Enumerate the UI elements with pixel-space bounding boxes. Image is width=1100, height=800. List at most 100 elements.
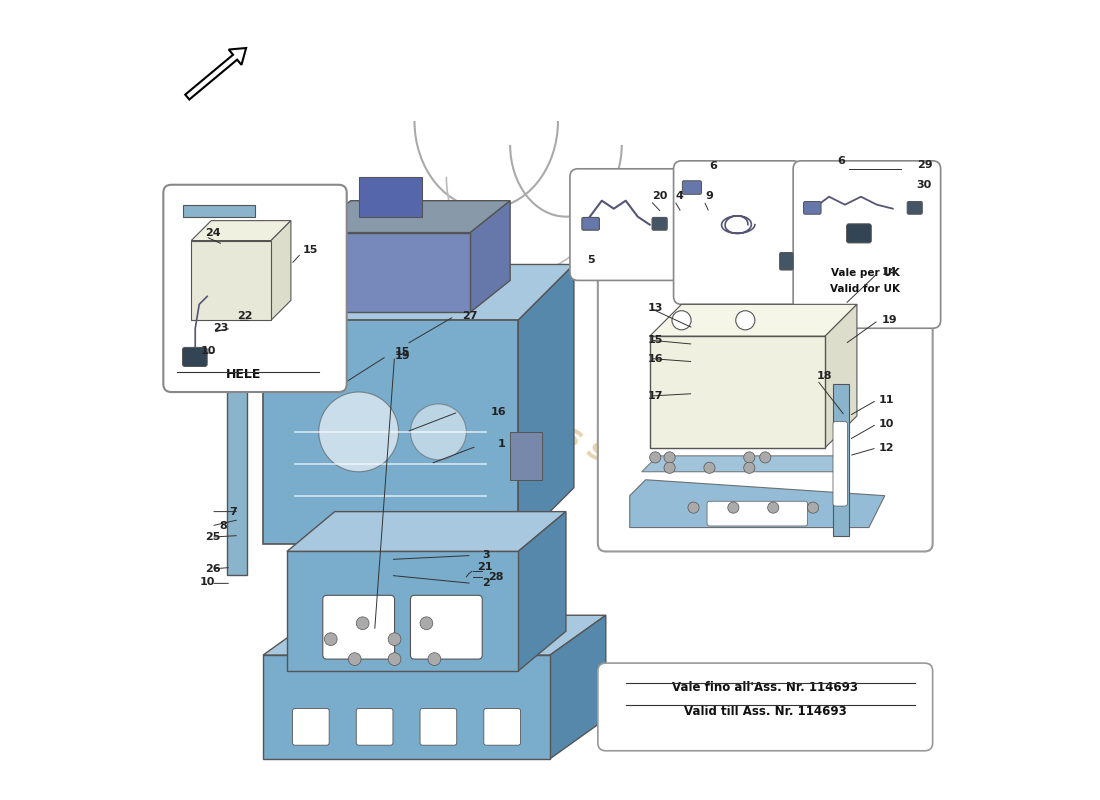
Circle shape bbox=[736, 310, 755, 330]
FancyBboxPatch shape bbox=[652, 218, 668, 230]
Circle shape bbox=[650, 452, 661, 463]
FancyBboxPatch shape bbox=[908, 202, 922, 214]
FancyBboxPatch shape bbox=[793, 161, 940, 328]
Text: 10: 10 bbox=[201, 346, 217, 355]
Polygon shape bbox=[471, 201, 510, 312]
Text: 13: 13 bbox=[647, 303, 662, 314]
Circle shape bbox=[672, 310, 691, 330]
FancyBboxPatch shape bbox=[582, 218, 600, 230]
FancyBboxPatch shape bbox=[227, 205, 346, 225]
Polygon shape bbox=[263, 615, 606, 655]
Text: Vale fino all'Ass. Nr. 114693: Vale fino all'Ass. Nr. 114693 bbox=[672, 681, 858, 694]
Text: 15: 15 bbox=[647, 335, 662, 346]
Text: 14: 14 bbox=[881, 267, 898, 278]
Text: 8: 8 bbox=[219, 521, 227, 531]
FancyBboxPatch shape bbox=[263, 320, 518, 543]
FancyBboxPatch shape bbox=[682, 181, 702, 194]
Circle shape bbox=[688, 502, 700, 514]
Text: 29: 29 bbox=[916, 160, 933, 170]
Polygon shape bbox=[825, 304, 857, 448]
Circle shape bbox=[428, 653, 441, 666]
FancyBboxPatch shape bbox=[410, 595, 482, 659]
Polygon shape bbox=[833, 384, 849, 535]
FancyBboxPatch shape bbox=[420, 709, 456, 745]
Text: 3: 3 bbox=[482, 550, 490, 561]
FancyBboxPatch shape bbox=[597, 185, 933, 551]
Text: Vale per UK: Vale per UK bbox=[830, 269, 900, 278]
FancyBboxPatch shape bbox=[707, 502, 807, 526]
Text: 19: 19 bbox=[881, 315, 898, 326]
Text: 2: 2 bbox=[482, 578, 490, 588]
Text: 25: 25 bbox=[206, 532, 221, 542]
Polygon shape bbox=[641, 456, 849, 472]
FancyBboxPatch shape bbox=[293, 709, 329, 745]
Text: 26: 26 bbox=[206, 564, 221, 574]
Text: 27: 27 bbox=[462, 311, 477, 322]
Text: 20: 20 bbox=[652, 191, 668, 201]
FancyBboxPatch shape bbox=[650, 336, 825, 448]
FancyBboxPatch shape bbox=[263, 655, 550, 758]
FancyBboxPatch shape bbox=[803, 202, 821, 214]
Text: 18: 18 bbox=[817, 371, 833, 381]
Circle shape bbox=[664, 452, 675, 463]
Polygon shape bbox=[271, 221, 290, 320]
Text: 16: 16 bbox=[647, 354, 663, 363]
Circle shape bbox=[768, 502, 779, 514]
Text: 24: 24 bbox=[206, 227, 221, 238]
Polygon shape bbox=[550, 615, 606, 758]
Text: 19: 19 bbox=[395, 351, 410, 361]
Circle shape bbox=[664, 462, 675, 474]
Text: 30: 30 bbox=[916, 180, 932, 190]
Text: 9: 9 bbox=[705, 191, 713, 201]
FancyBboxPatch shape bbox=[322, 595, 395, 659]
Polygon shape bbox=[287, 512, 565, 551]
Text: 10: 10 bbox=[199, 577, 214, 586]
Text: 15: 15 bbox=[302, 245, 318, 255]
Text: 15: 15 bbox=[395, 347, 410, 357]
Text: Valid till Ass. Nr. 114693: Valid till Ass. Nr. 114693 bbox=[684, 705, 847, 718]
FancyArrow shape bbox=[185, 48, 246, 99]
FancyBboxPatch shape bbox=[673, 161, 801, 304]
Text: 23: 23 bbox=[213, 323, 229, 334]
Circle shape bbox=[388, 653, 400, 666]
FancyBboxPatch shape bbox=[510, 432, 542, 480]
Circle shape bbox=[388, 633, 400, 646]
Text: 6: 6 bbox=[837, 156, 845, 166]
Text: Valid for UK: Valid for UK bbox=[829, 284, 900, 294]
Polygon shape bbox=[311, 201, 510, 233]
Polygon shape bbox=[518, 265, 574, 543]
Text: 1: 1 bbox=[498, 439, 506, 449]
Circle shape bbox=[356, 617, 369, 630]
Text: 21: 21 bbox=[476, 562, 492, 573]
Text: 4: 4 bbox=[676, 191, 684, 201]
FancyBboxPatch shape bbox=[184, 205, 255, 217]
Circle shape bbox=[760, 452, 771, 463]
Circle shape bbox=[807, 502, 818, 514]
FancyBboxPatch shape bbox=[484, 709, 520, 745]
Circle shape bbox=[324, 633, 337, 646]
Polygon shape bbox=[629, 480, 884, 527]
FancyBboxPatch shape bbox=[359, 177, 422, 217]
Circle shape bbox=[319, 392, 398, 472]
Circle shape bbox=[704, 462, 715, 474]
FancyBboxPatch shape bbox=[570, 169, 682, 281]
Text: 7: 7 bbox=[230, 506, 238, 517]
Text: a part for parts since 1986: a part for parts since 1986 bbox=[344, 297, 756, 551]
FancyBboxPatch shape bbox=[311, 233, 471, 312]
Circle shape bbox=[744, 452, 755, 463]
FancyBboxPatch shape bbox=[287, 551, 518, 671]
Circle shape bbox=[728, 502, 739, 514]
Polygon shape bbox=[650, 304, 857, 336]
FancyBboxPatch shape bbox=[847, 224, 871, 243]
Text: 10: 10 bbox=[879, 419, 894, 429]
Text: 16: 16 bbox=[491, 407, 506, 417]
FancyBboxPatch shape bbox=[833, 422, 847, 506]
FancyBboxPatch shape bbox=[597, 663, 933, 750]
Circle shape bbox=[349, 653, 361, 666]
Text: 6: 6 bbox=[710, 162, 717, 171]
FancyBboxPatch shape bbox=[183, 347, 207, 366]
FancyBboxPatch shape bbox=[780, 253, 793, 270]
Circle shape bbox=[420, 617, 432, 630]
FancyBboxPatch shape bbox=[356, 709, 393, 745]
Polygon shape bbox=[227, 336, 248, 575]
